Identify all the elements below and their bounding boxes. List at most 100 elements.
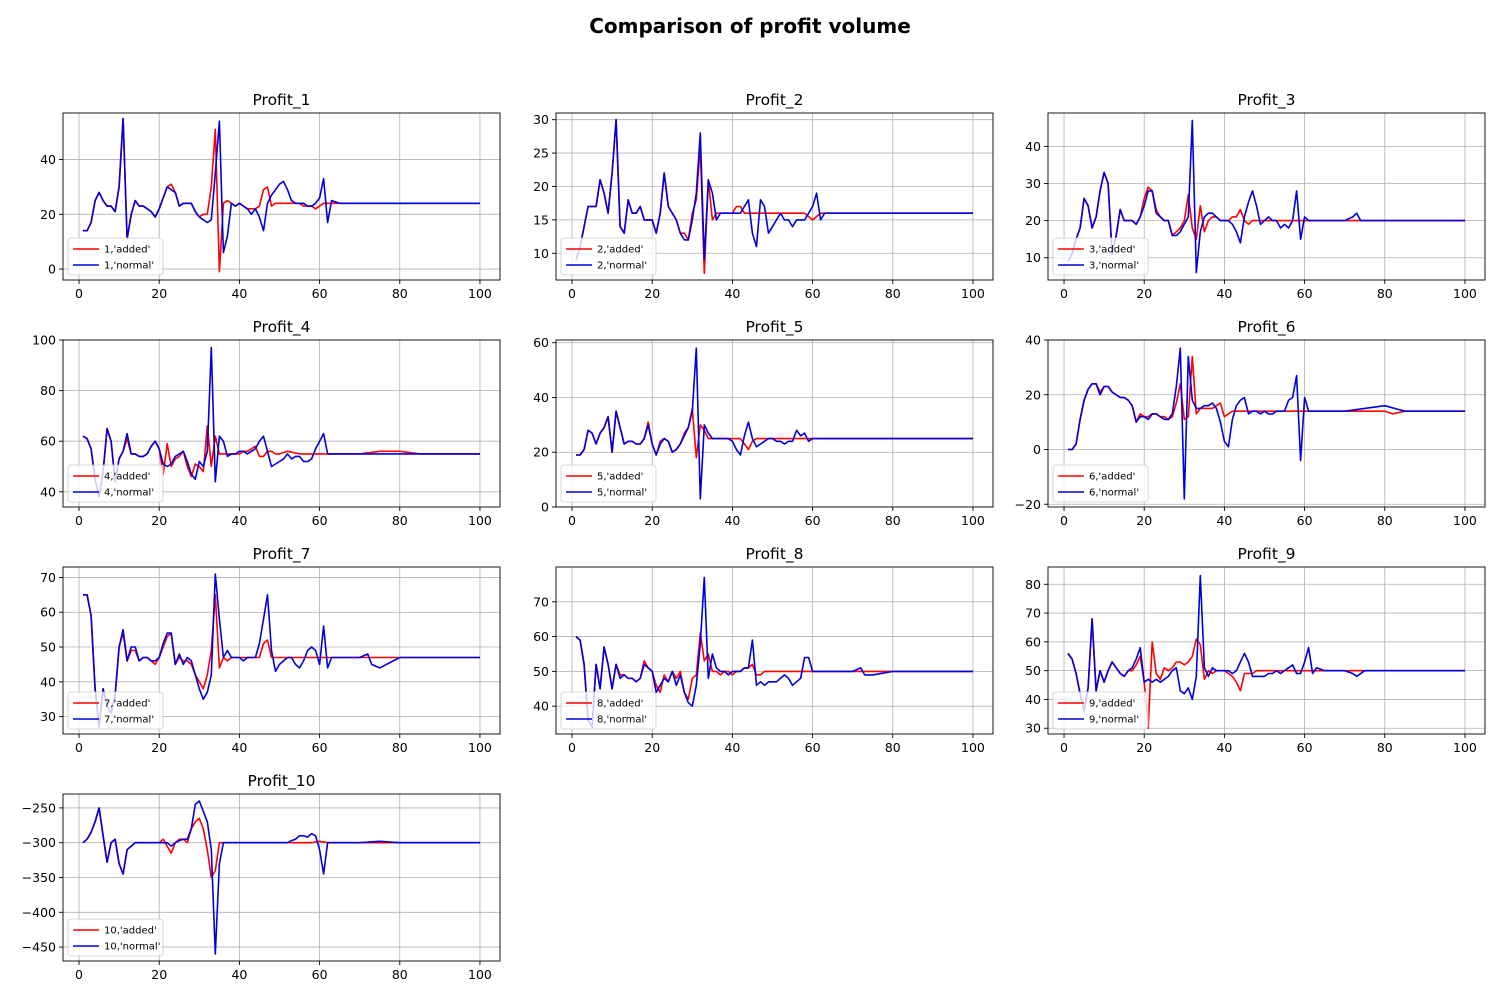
y-tick-label: 40 <box>1025 139 1041 154</box>
subplot-4: 0 20 40 60 80 100 40 60 80 100 Profit_4 4,'added' 4,… <box>32 318 501 528</box>
x-tick-label: 80 <box>392 740 408 755</box>
y-tick-label: 40 <box>40 152 56 167</box>
x-tick-label: 100 <box>961 286 985 301</box>
axes-frame <box>62 112 501 281</box>
subplot-5: 0 20 40 60 80 100 0 20 40 60 Profit_5 5,'added' 5,'n… <box>533 318 994 528</box>
series-line-normal <box>1067 574 1465 712</box>
x-tick-label: 0 <box>1060 513 1068 528</box>
subplot-title: Profit_10 <box>248 772 316 791</box>
y-tick-label: 30 <box>533 112 549 127</box>
legend-label: 6,'added' <box>1089 472 1135 483</box>
subplot-title: Profit_2 <box>745 91 803 110</box>
y-tick-label: 50 <box>40 640 56 655</box>
x-tick-label: 20 <box>644 286 660 301</box>
x-tick-label: 80 <box>1377 513 1393 528</box>
x-tick-label: 40 <box>1216 740 1232 755</box>
x-tick-label: 60 <box>805 286 821 301</box>
x-tick-label: 20 <box>1136 740 1152 755</box>
x-tick-label: 60 <box>805 740 821 755</box>
x-tick-label: 40 <box>724 286 740 301</box>
x-tick-label: 100 <box>961 513 985 528</box>
y-tick-label: 40 <box>40 674 56 689</box>
x-tick-label: 80 <box>1377 286 1393 301</box>
subplot-title: Profit_7 <box>252 545 310 564</box>
x-tick-label: 60 <box>805 513 821 528</box>
y-tick-label: 60 <box>40 605 56 620</box>
x-tick-label: 80 <box>885 286 901 301</box>
legend-label: 9,'added' <box>1089 699 1135 710</box>
axes-frame <box>555 112 994 281</box>
x-tick-label: 80 <box>885 513 901 528</box>
legend-label: 8,'added' <box>597 699 643 710</box>
legend-label: 10,'added' <box>104 926 157 937</box>
y-tick-label: −250 <box>22 800 56 815</box>
y-tick-label: 100 <box>32 333 56 348</box>
x-tick-label: 100 <box>468 513 492 528</box>
series-line-normal <box>1067 119 1465 274</box>
x-tick-label: 0 <box>568 513 576 528</box>
y-tick-label: 0 <box>48 262 56 277</box>
y-tick-label: 60 <box>40 434 56 449</box>
subplot-2: 0 20 40 60 80 100 10 15 20 25 30 Profit_2 2,'added' 2… <box>533 91 994 301</box>
x-tick-label: 60 <box>312 967 328 982</box>
series-line-normal <box>576 347 973 500</box>
legend-label: 2,'added' <box>597 245 643 256</box>
y-tick-label: 20 <box>533 445 549 460</box>
x-tick-label: 100 <box>468 740 492 755</box>
x-tick-label: 40 <box>231 286 247 301</box>
x-tick-label: 80 <box>392 286 408 301</box>
legend-label: 1,'added' <box>104 245 150 256</box>
y-tick-label: 40 <box>1025 333 1041 348</box>
x-tick-label: 40 <box>231 740 247 755</box>
legend-label: 4,'normal' <box>104 488 154 499</box>
y-tick-label: 10 <box>533 246 549 261</box>
subplot-8: 0 20 40 60 80 100 40 50 60 70 Profit_8 8,'added' 8,'… <box>533 545 994 755</box>
legend-label: 5,'added' <box>597 472 643 483</box>
subplot-9: 0 20 40 60 80 100 30 40 50 60 70 80 Profit_9 9,'added… <box>1025 545 1486 755</box>
axes-frame <box>62 339 501 508</box>
x-tick-label: 80 <box>1377 740 1393 755</box>
legend-label: 6,'normal' <box>1089 488 1139 499</box>
subplot-title: Profit_4 <box>252 318 310 337</box>
axes-frame <box>1047 112 1486 281</box>
x-tick-label: 0 <box>75 967 83 982</box>
x-tick-label: 80 <box>885 740 901 755</box>
x-tick-label: 20 <box>151 740 167 755</box>
subplot-7: 0 20 40 60 80 100 30 40 50 60 70 Profit_7 7,'added' 7… <box>40 545 501 755</box>
y-tick-label: 20 <box>1025 387 1041 402</box>
axes-frame <box>555 339 994 508</box>
x-tick-label: 40 <box>724 513 740 528</box>
y-tick-label: 60 <box>533 629 549 644</box>
x-tick-label: 0 <box>1060 286 1068 301</box>
y-tick-label: 30 <box>1025 721 1041 736</box>
legend-label: 3,'normal' <box>1089 261 1139 272</box>
x-tick-label: 0 <box>568 740 576 755</box>
x-tick-label: 20 <box>644 513 660 528</box>
x-tick-label: 0 <box>75 286 83 301</box>
series-line-normal <box>82 800 480 955</box>
y-tick-label: 40 <box>533 390 549 405</box>
y-tick-label: 20 <box>40 207 56 222</box>
y-tick-label: 70 <box>533 594 549 609</box>
y-tick-label: 60 <box>533 335 549 350</box>
subplot-3: 0 20 40 60 80 100 10 20 30 40 Profit_3 3,'added' 3,'… <box>1025 91 1486 301</box>
x-tick-label: 20 <box>151 967 167 982</box>
axes-frame <box>555 566 994 735</box>
x-tick-label: 20 <box>1136 286 1152 301</box>
x-tick-label: 40 <box>1216 286 1232 301</box>
series-line-added <box>576 407 973 459</box>
subplot-title: Profit_8 <box>745 545 803 564</box>
x-tick-label: 80 <box>392 513 408 528</box>
x-tick-label: 100 <box>468 967 492 982</box>
series-line-normal <box>83 573 480 728</box>
y-tick-label: 40 <box>1025 692 1041 707</box>
subplot-1: 0 20 40 60 80 100 0 20 40 Profit_1 1,'added' 1,'nor… <box>40 91 501 301</box>
x-tick-label: 100 <box>1453 286 1477 301</box>
series-line-added <box>1068 355 1465 451</box>
x-tick-label: 60 <box>312 286 328 301</box>
series-line-normal <box>575 576 973 728</box>
y-tick-label: 50 <box>1025 663 1041 678</box>
y-tick-label: 80 <box>40 383 56 398</box>
